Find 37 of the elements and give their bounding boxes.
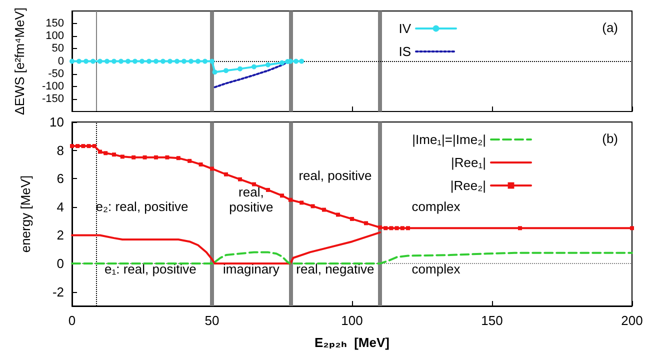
y-tick-label: 2 bbox=[56, 228, 64, 243]
x-tick-label: 50 bbox=[204, 313, 220, 328]
y-tick-label: -2 bbox=[52, 284, 64, 300]
legend-label: |Ree₂| bbox=[450, 178, 486, 193]
annotation: real, negative bbox=[296, 262, 374, 277]
legend-label: IS bbox=[398, 44, 412, 59]
annotation: (b) bbox=[602, 131, 618, 146]
annotation: (a) bbox=[602, 20, 618, 35]
y-tick-label: 8 bbox=[56, 142, 64, 158]
annotation: complex bbox=[412, 262, 461, 277]
legend-label: IV bbox=[398, 21, 412, 36]
y-tick-label: 0 bbox=[56, 256, 64, 272]
x-tick-label: 100 bbox=[341, 313, 363, 328]
x-tick-label: 0 bbox=[68, 313, 76, 328]
annotation: e₂: real, positive bbox=[96, 199, 188, 214]
y-tick-label: 50 bbox=[52, 42, 64, 55]
y-tick-label: 100 bbox=[46, 30, 64, 42]
legend-label: |Ime₁|=|Ime₂| bbox=[412, 132, 486, 147]
x-axis-title: E₂ₚ₂ₕ [MeV] bbox=[314, 335, 390, 350]
y-tick-label: 150 bbox=[46, 18, 64, 30]
annotation: real, positive bbox=[229, 184, 274, 214]
annotation: imaginary bbox=[223, 262, 280, 277]
x-tick-label: 200 bbox=[621, 313, 643, 328]
annotation: complex bbox=[412, 199, 461, 214]
y-tick-label: 6 bbox=[56, 171, 64, 186]
y-axis-title: energy [MeV] bbox=[18, 175, 33, 253]
annotation: real, positive bbox=[298, 168, 372, 183]
y-tick-label: -150 bbox=[42, 92, 64, 105]
legend-label: |Ree₁| bbox=[451, 155, 486, 170]
y-tick-label: -50 bbox=[48, 68, 64, 80]
y-tick-label: 0 bbox=[58, 55, 64, 68]
y-tick-label: -100 bbox=[42, 80, 64, 92]
y-tick-label: 4 bbox=[56, 199, 64, 214]
y-tick-label: 10 bbox=[50, 114, 64, 130]
annotation: e₁: real, positive bbox=[104, 262, 196, 277]
x-tick-label: 150 bbox=[481, 313, 503, 328]
y-axis-title: ΔEWS [e²fm⁴MeV] bbox=[12, 8, 27, 116]
